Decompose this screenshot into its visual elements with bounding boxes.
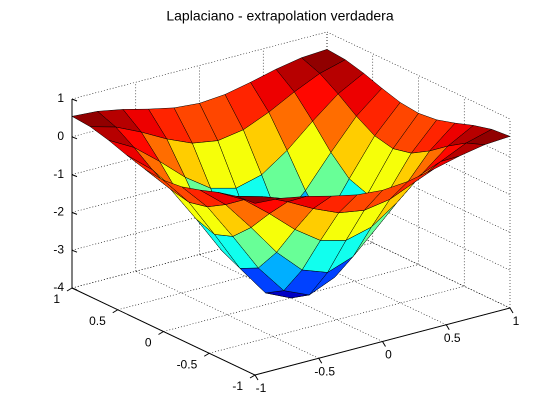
z-tick-label: -4 bbox=[53, 280, 64, 294]
tick-mark bbox=[71, 249, 78, 253]
y-tick-label: -0.5 bbox=[177, 357, 198, 371]
y-tick-label: 1 bbox=[53, 292, 60, 306]
tick-mark bbox=[158, 331, 164, 335]
grid-line bbox=[326, 31, 511, 120]
grid-line bbox=[209, 285, 465, 354]
y-tick-label: 0.5 bbox=[89, 314, 106, 328]
tick-mark bbox=[203, 352, 210, 357]
z-tick-label: -1 bbox=[53, 167, 64, 181]
tick-mark bbox=[71, 211, 78, 215]
x-tick-label: -0.5 bbox=[314, 364, 335, 378]
chart-title: Laplaciano - extrapolation verdadera bbox=[166, 8, 393, 24]
tick-mark bbox=[112, 309, 119, 314]
tick-mark bbox=[318, 357, 323, 364]
x-tick-label: 0 bbox=[385, 348, 392, 362]
grid-line bbox=[199, 254, 383, 342]
z-tick-label: -2 bbox=[53, 205, 64, 219]
tick-mark bbox=[71, 174, 78, 178]
x-tick-label: 1 bbox=[513, 314, 520, 328]
y-tick-label: -1 bbox=[232, 379, 243, 393]
tick-mark bbox=[66, 287, 73, 292]
tick-mark bbox=[254, 374, 259, 381]
grid-line bbox=[71, 31, 328, 100]
grid-line bbox=[163, 264, 419, 332]
tick-mark bbox=[445, 324, 450, 331]
surface-patch bbox=[236, 196, 281, 204]
x-tick-label: -1 bbox=[256, 381, 267, 395]
grid-line bbox=[135, 270, 319, 359]
x-tick-label: 0.5 bbox=[444, 331, 461, 345]
tick-mark bbox=[71, 98, 78, 102]
tick-mark bbox=[71, 287, 78, 291]
y-tick-label: 0 bbox=[145, 336, 152, 350]
z-tick-label: -3 bbox=[53, 242, 64, 256]
tick-mark bbox=[509, 307, 514, 314]
tick-mark bbox=[249, 374, 256, 379]
z-tick-label: 1 bbox=[57, 91, 64, 105]
tick-mark bbox=[382, 341, 386, 347]
tick-mark bbox=[71, 136, 78, 140]
z-tick-label: 0 bbox=[57, 129, 64, 143]
